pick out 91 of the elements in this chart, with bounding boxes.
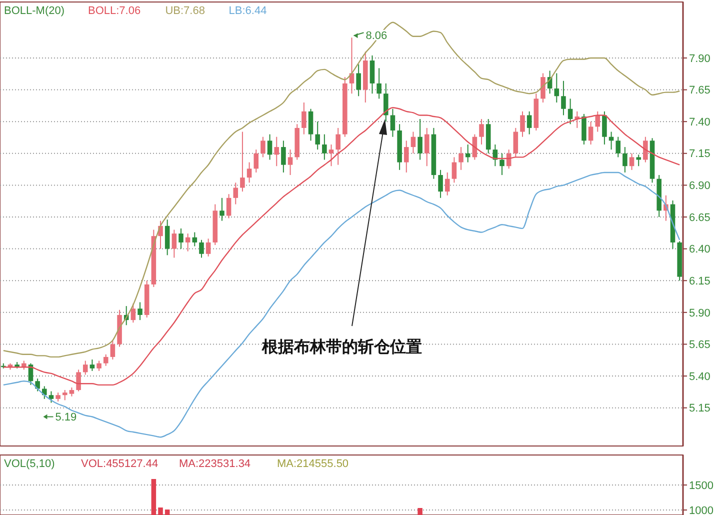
candlestick — [602, 110, 607, 145]
candlestick — [328, 144, 334, 167]
y-tick-label: 7.40 — [689, 116, 710, 128]
candlestick — [185, 233, 190, 252]
candlestick — [110, 340, 116, 360]
candlestick — [267, 134, 272, 160]
candlestick — [622, 146, 628, 173]
candlestick — [199, 239, 204, 258]
candlestick — [302, 102, 306, 135]
y-tick-label: 6.15 — [689, 275, 710, 288]
candlestick — [370, 54, 375, 94]
candlestick — [246, 162, 252, 184]
candlestick — [315, 121, 320, 150]
annotation: 根据布林带的斩仓位置 — [261, 337, 422, 356]
candlestick — [254, 149, 259, 173]
candlestick — [588, 121, 594, 145]
candlestick — [103, 354, 108, 366]
candlestick — [35, 378, 40, 392]
candlestick — [458, 146, 464, 170]
y-tick-label: 5.40 — [689, 370, 710, 383]
chart-title: BOLL-M(20) — [4, 5, 65, 17]
candlestick — [520, 110, 525, 138]
candlestick — [500, 152, 504, 176]
y-tick-label: 1000 — [689, 504, 714, 515]
candlestick — [308, 108, 314, 142]
candlestick — [192, 232, 198, 247]
annotation: 5.19 — [55, 412, 77, 424]
y-tick-label: 7.90 — [689, 52, 710, 65]
candlestick — [595, 110, 600, 132]
candlestick — [48, 390, 54, 404]
candlestick — [336, 127, 340, 166]
line-series — [2, 22, 680, 358]
candlestick — [376, 68, 382, 100]
candlestick — [260, 136, 266, 158]
candlestick — [90, 358, 95, 372]
candlestick — [233, 182, 238, 205]
candlestick — [322, 134, 327, 160]
y-tick-label: 5.15 — [689, 402, 710, 415]
candlestick — [164, 219, 170, 256]
candlestick — [76, 369, 81, 392]
annotation: MA:214555.50 — [277, 458, 349, 470]
candlestick — [636, 154, 641, 167]
candlestick — [288, 149, 293, 176]
candlestick — [424, 127, 430, 167]
candlestick — [526, 110, 532, 135]
candlestick — [281, 140, 286, 173]
candlestick — [561, 80, 566, 116]
text: UB:7.68 — [165, 5, 205, 17]
candlestick — [390, 108, 396, 138]
y-tick-label: 5.90 — [689, 307, 710, 320]
annotation: MA:223531.34 — [179, 458, 251, 470]
candlestick — [178, 228, 184, 250]
y-tick-label: 7.15 — [689, 148, 710, 160]
y-tick-label: 6.65 — [689, 212, 710, 224]
candlestick — [384, 82, 388, 122]
candlestick — [138, 302, 142, 321]
chart-title: VOL(5,10) — [4, 458, 55, 470]
candlestick — [629, 152, 634, 170]
candlestick — [410, 131, 416, 154]
candlestick — [96, 360, 102, 372]
candlestick — [554, 72, 560, 104]
candlestick — [356, 64, 361, 97]
candlestick — [540, 72, 546, 104]
y-tick-label: 7.65 — [689, 84, 710, 97]
candlestick — [220, 197, 224, 222]
y-tick-label: 1500 — [689, 480, 714, 492]
candlestick — [444, 172, 450, 196]
candlestick — [206, 238, 211, 257]
candlestick — [568, 98, 573, 125]
candlestick — [404, 140, 409, 173]
candlestick — [130, 303, 136, 324]
candlestick — [616, 136, 621, 158]
y-tick-label: 6.40 — [689, 244, 710, 256]
text: BOLL:7.06 — [88, 5, 141, 17]
candlestick — [62, 390, 68, 401]
y-tick-label: 5.65 — [689, 339, 710, 352]
candlestick — [418, 118, 422, 160]
candlestick — [643, 136, 648, 163]
candlestick — [438, 169, 443, 198]
line-series — [2, 172, 680, 438]
text: LB:6.44 — [228, 5, 267, 17]
candlestick — [240, 131, 245, 192]
candlestick — [274, 136, 280, 167]
annotation: VOL:455127.44 — [81, 458, 158, 470]
candlestick — [479, 118, 484, 145]
candlestick — [172, 229, 177, 258]
candlestick — [226, 194, 232, 219]
candlestick — [82, 360, 88, 376]
candlestick — [513, 127, 518, 158]
y-tick-label: 6.90 — [689, 180, 710, 192]
candlestick — [452, 156, 457, 184]
